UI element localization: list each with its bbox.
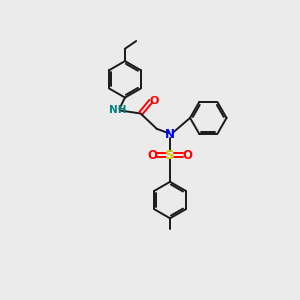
Text: N: N [165,128,175,141]
Text: O: O [150,95,159,106]
Text: O: O [147,149,158,162]
Text: O: O [183,149,193,162]
Text: S: S [165,149,175,162]
Text: NH: NH [109,105,126,115]
